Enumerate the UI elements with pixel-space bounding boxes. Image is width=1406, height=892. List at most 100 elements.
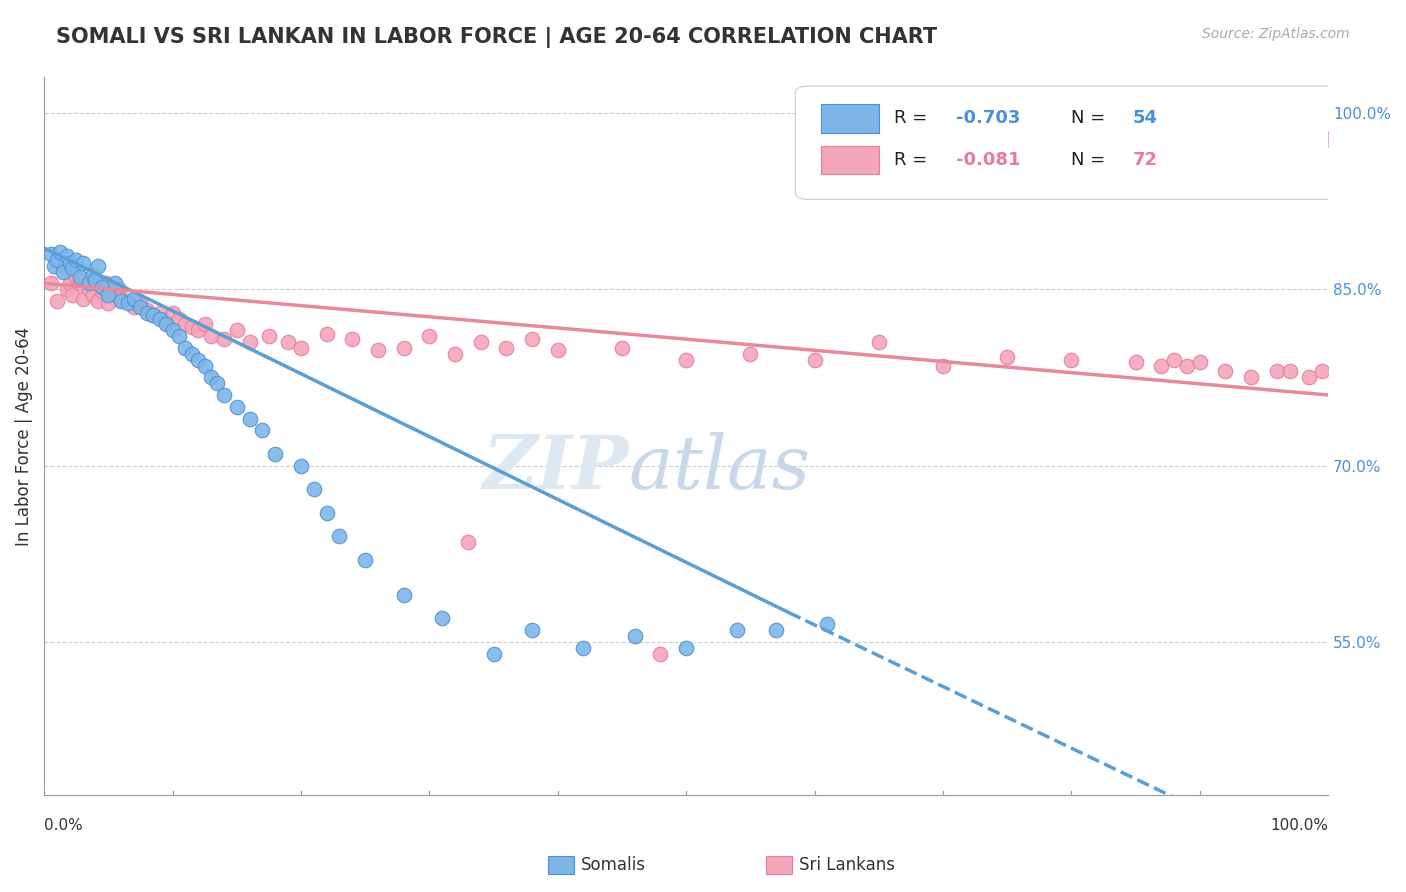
Point <box>1175 359 1198 373</box>
Text: N =: N = <box>1071 110 1111 128</box>
Point <box>252 423 274 437</box>
Point <box>65 270 87 285</box>
Point <box>238 334 260 349</box>
Point <box>39 247 62 261</box>
Point <box>104 288 127 302</box>
FancyBboxPatch shape <box>821 145 879 174</box>
Point <box>77 282 100 296</box>
Point <box>194 318 217 332</box>
Point <box>48 244 70 259</box>
Point <box>1060 352 1083 367</box>
Point <box>257 329 280 343</box>
Point <box>495 341 517 355</box>
Point <box>225 323 247 337</box>
Point <box>470 334 492 349</box>
Point <box>430 611 453 625</box>
Point <box>457 535 479 549</box>
Point <box>868 334 890 349</box>
Point <box>277 334 299 349</box>
Text: 0.0%: 0.0% <box>44 818 83 833</box>
Point <box>142 308 165 322</box>
Point <box>110 292 132 306</box>
Point <box>135 306 157 320</box>
Point <box>174 318 197 332</box>
Text: Sri Lankans: Sri Lankans <box>799 856 894 874</box>
Point <box>212 388 235 402</box>
Point <box>623 629 645 643</box>
Point <box>995 351 1018 365</box>
Point <box>200 370 222 384</box>
Point <box>110 293 132 308</box>
Point <box>149 311 172 326</box>
Point <box>1240 370 1263 384</box>
Point <box>44 259 66 273</box>
Point <box>225 400 247 414</box>
Point <box>117 293 139 308</box>
Point <box>482 647 505 661</box>
Point <box>1188 355 1211 369</box>
Point <box>342 332 364 346</box>
Point <box>72 256 94 270</box>
Text: SOMALI VS SRI LANKAN IN LABOR FORCE | AGE 20-64 CORRELATION CHART: SOMALI VS SRI LANKAN IN LABOR FORCE | AG… <box>56 27 938 48</box>
FancyBboxPatch shape <box>796 86 1341 200</box>
Point <box>727 624 749 638</box>
Text: 100.0%: 100.0% <box>1270 818 1329 833</box>
Point <box>675 640 697 655</box>
Point <box>187 352 209 367</box>
Point <box>238 411 260 425</box>
Point <box>59 277 82 291</box>
Point <box>149 306 172 320</box>
Point <box>69 270 91 285</box>
Point <box>107 282 129 296</box>
Point <box>212 332 235 346</box>
Y-axis label: In Labor Force | Age 20-64: In Labor Force | Age 20-64 <box>15 326 32 546</box>
Point <box>572 640 595 655</box>
Point <box>75 273 97 287</box>
Point <box>290 341 312 355</box>
Text: 72: 72 <box>1133 151 1159 169</box>
Point <box>520 624 543 638</box>
Text: N =: N = <box>1071 151 1111 169</box>
Point <box>167 311 190 326</box>
Point <box>932 359 955 373</box>
Point <box>1298 370 1320 384</box>
Text: Source: ZipAtlas.com: Source: ZipAtlas.com <box>1202 27 1350 41</box>
Point <box>56 249 79 263</box>
Point <box>52 259 75 273</box>
Point <box>1310 364 1333 378</box>
Point <box>200 329 222 343</box>
Point <box>194 359 217 373</box>
Point <box>1317 131 1340 145</box>
Text: R =: R = <box>894 110 934 128</box>
Point <box>82 268 104 282</box>
Point <box>547 343 569 358</box>
Text: -0.081: -0.081 <box>956 151 1021 169</box>
Point <box>60 260 83 275</box>
Text: Somalis: Somalis <box>581 856 645 874</box>
Point <box>129 296 152 310</box>
Point <box>72 292 94 306</box>
Point <box>803 352 825 367</box>
Point <box>142 308 165 322</box>
Point <box>135 303 157 318</box>
Point <box>65 252 87 267</box>
Point <box>122 292 145 306</box>
Point <box>675 352 697 367</box>
Point <box>94 277 117 291</box>
Point <box>392 588 415 602</box>
Point <box>155 315 177 329</box>
Point <box>56 282 79 296</box>
Point <box>367 343 389 358</box>
Point <box>97 296 120 310</box>
Point <box>90 285 112 299</box>
Point <box>52 264 75 278</box>
Point <box>1265 364 1288 378</box>
Point <box>418 329 440 343</box>
Point <box>392 341 415 355</box>
FancyBboxPatch shape <box>821 104 879 133</box>
Point <box>46 252 69 267</box>
Point <box>207 376 229 391</box>
Point <box>610 341 633 355</box>
Text: R =: R = <box>894 151 934 169</box>
Point <box>444 347 467 361</box>
